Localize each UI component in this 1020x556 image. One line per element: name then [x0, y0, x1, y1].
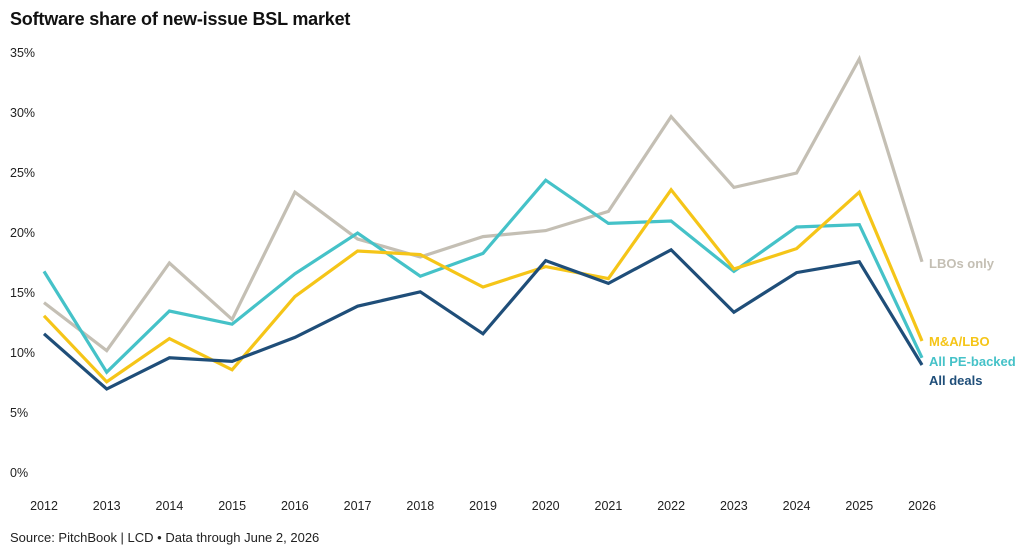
y-tick-label: 20%	[10, 226, 35, 240]
series-line-all-pe-backed	[42, 178, 924, 375]
x-tick-label: 2021	[595, 499, 623, 513]
x-axis-ticks: 2012 2013 2014 2015 2016 2017 2018 2019 2020 2021…	[30, 499, 936, 513]
series-label: All PE-backed	[929, 354, 1016, 369]
x-tick-label: 2019	[469, 499, 497, 513]
x-tick-label: 2016	[281, 499, 309, 513]
y-tick-label: 35%	[10, 46, 35, 60]
y-axis-ticks: 0% 5% 10% 15% 20% 25% 30% 35%	[10, 46, 35, 480]
y-tick-label: 5%	[10, 406, 28, 420]
y-tick-label: 25%	[10, 166, 35, 180]
series-label: M&A/LBO	[929, 334, 990, 349]
x-tick-label: 2020	[532, 499, 560, 513]
series-labels: LBOs only All PE-backed M&A/LBO All deals	[929, 256, 1016, 388]
x-tick-label: 2026	[908, 499, 936, 513]
series-label: All deals	[929, 373, 982, 388]
series-line-lbos-only	[43, 54, 924, 353]
series-line-m-a-lbo	[42, 187, 924, 384]
y-tick-label: 0%	[10, 466, 28, 480]
x-tick-label: 2024	[783, 499, 811, 513]
x-tick-label: 2023	[720, 499, 748, 513]
series-lines	[42, 54, 924, 391]
x-tick-label: 2014	[156, 499, 184, 513]
y-tick-label: 15%	[10, 286, 35, 300]
series-line-all-deals	[42, 247, 924, 391]
x-tick-label: 2012	[30, 499, 58, 513]
chart-title: Software share of new-issue BSL market	[10, 9, 351, 29]
x-tick-label: 2025	[845, 499, 873, 513]
y-tick-label: 30%	[10, 106, 35, 120]
series-label: LBOs only	[929, 256, 995, 271]
x-tick-label: 2015	[218, 499, 246, 513]
x-tick-label: 2018	[406, 499, 434, 513]
x-tick-label: 2022	[657, 499, 685, 513]
y-tick-label: 10%	[10, 346, 35, 360]
x-tick-label: 2017	[344, 499, 372, 513]
chart-source: Source: PitchBook | LCD • Data through J…	[10, 530, 320, 545]
x-tick-label: 2013	[93, 499, 121, 513]
